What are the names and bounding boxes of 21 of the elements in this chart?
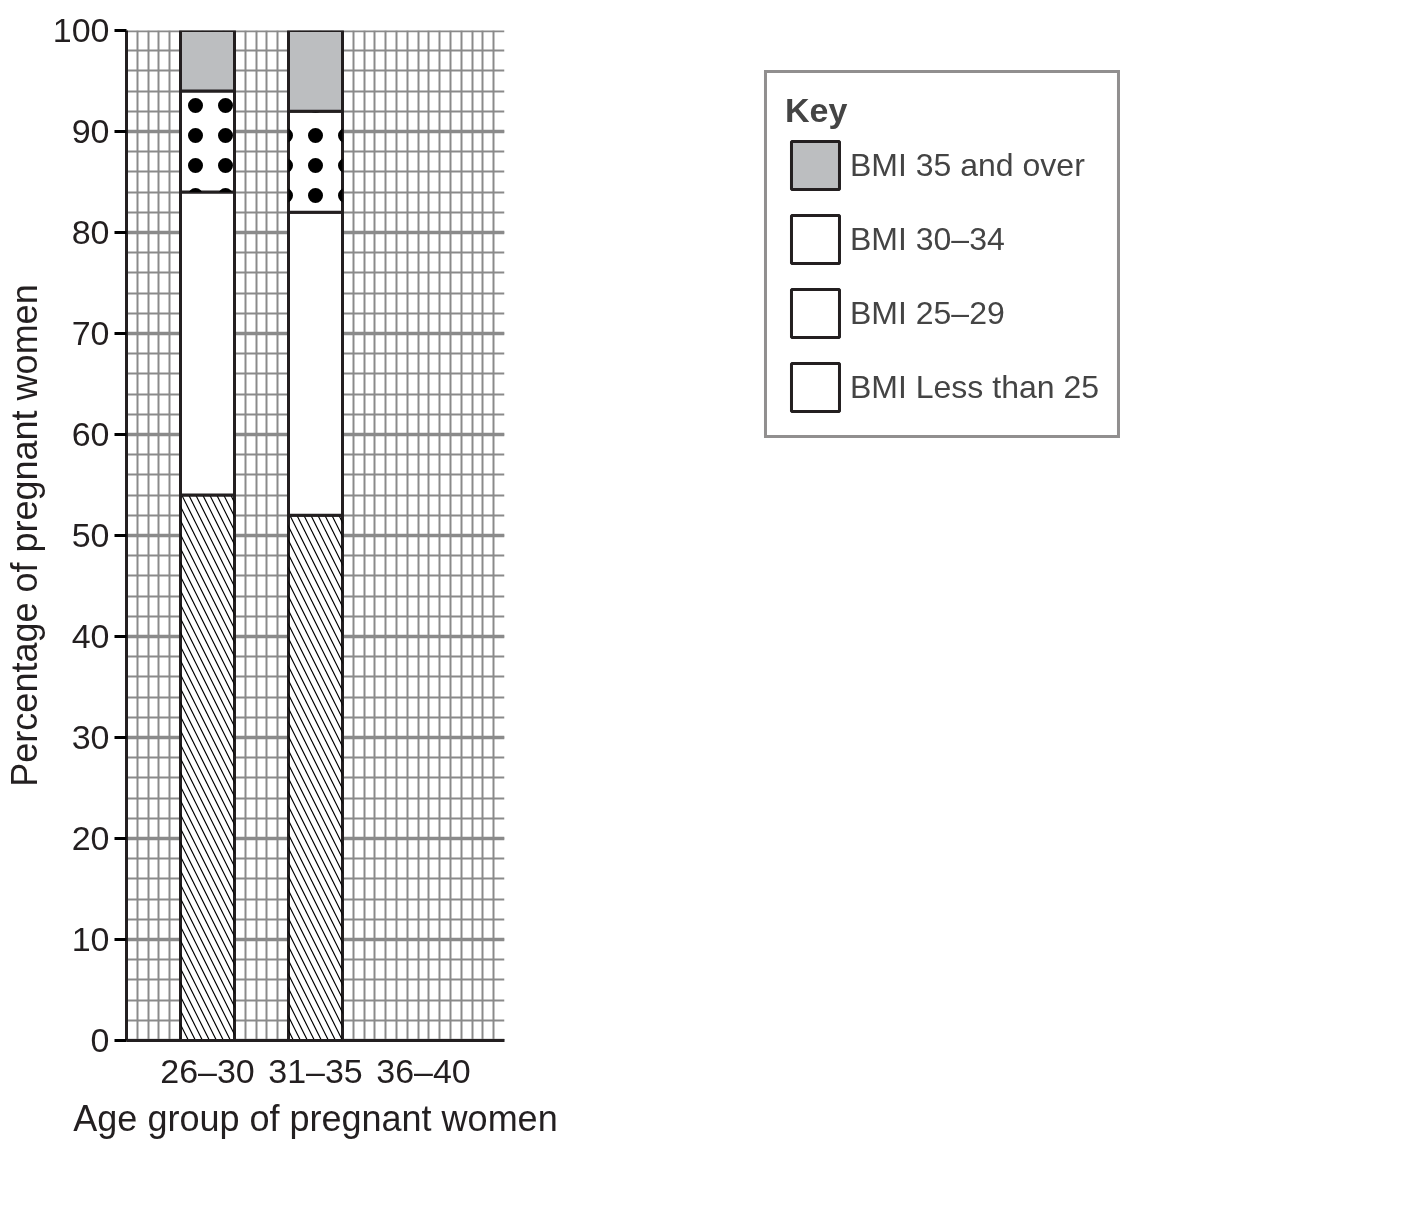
- y-tick-label: 50: [71, 516, 110, 554]
- y-tick-label: 70: [71, 314, 110, 352]
- legend-label: BMI Less than 25: [849, 368, 1100, 406]
- y-tick-label: 100: [52, 11, 110, 49]
- y-tick-label: 40: [71, 617, 110, 655]
- legend-label: BMI 35 and over: [849, 146, 1085, 184]
- y-tick-label: 0: [90, 1021, 110, 1059]
- legend-label: BMI 30–34: [849, 220, 1005, 258]
- y-tick-label: 20: [71, 819, 110, 857]
- y-tick-label: 80: [71, 213, 110, 251]
- y-tick-label: 10: [71, 920, 110, 958]
- x-tick-label: 36–40: [376, 1051, 471, 1090]
- y-tick-label: 60: [71, 415, 110, 453]
- legend-title: Key: [784, 91, 849, 130]
- x-tick-label: 26–30: [160, 1051, 255, 1090]
- x-axis-title: Age group of pregnant women: [73, 1097, 558, 1139]
- y-tick-label: 30: [71, 718, 110, 756]
- y-tick-label: 90: [71, 112, 110, 150]
- x-tick-label: 31–35: [268, 1051, 363, 1090]
- y-axis-title: Percentage of pregnant women: [3, 284, 45, 787]
- legend-label: BMI 25–29: [849, 294, 1005, 332]
